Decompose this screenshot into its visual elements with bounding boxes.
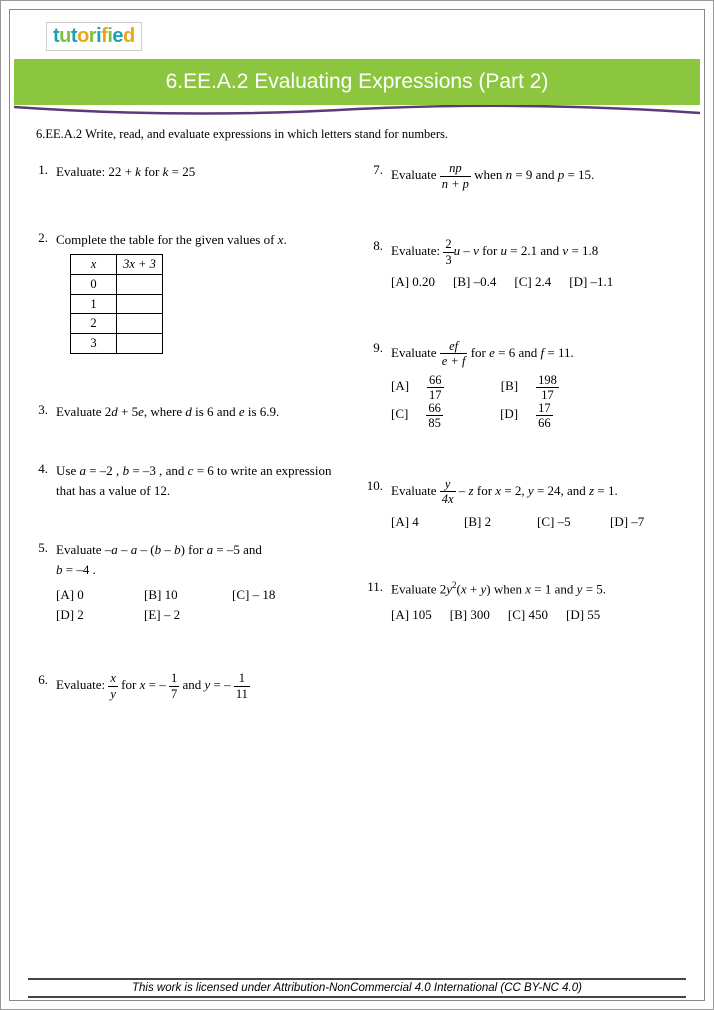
left-column: 1. Evaluate: 22 + k for k = 25 2. Comple…	[28, 162, 357, 740]
page-title: 6.EE.A.2 Evaluating Expressions (Part 2)	[14, 59, 700, 105]
question-2: 2. Complete the table for the given valu…	[28, 230, 351, 354]
license-footer: This work is licensed under Attribution-…	[28, 978, 686, 998]
question-8: 8. Evaluate: 23u – v for u = 2.1 and v =…	[363, 238, 686, 292]
logo: tutorified	[46, 22, 142, 51]
right-column: 7. Evaluate npn + p when n = 9 and p = 1…	[357, 162, 686, 740]
question-1: 1. Evaluate: 22 + k for k = 25	[28, 162, 351, 182]
question-3: 3. Evaluate 2d + 5e, where d is 6 and e …	[28, 402, 351, 422]
q2-table: x3x + 3 0 1 2 3	[70, 254, 163, 354]
question-7: 7. Evaluate npn + p when n = 9 and p = 1…	[363, 162, 686, 190]
question-11: 11. Evaluate 2y2(x + y) when x = 1 and y…	[363, 579, 686, 624]
question-6: 6. Evaluate: xy for x = – 17 and y = – 1…	[28, 672, 351, 700]
standard-text: 6.EE.A.2 Write, read, and evaluate expre…	[36, 127, 678, 142]
question-4: 4. Use a = –2 , b = –3 , and c = 6 to wr…	[28, 461, 351, 500]
question-9: 9. Evaluate efe + f for e = 6 and f = 11…	[363, 340, 686, 430]
question-10: 10. Evaluate y4x – z for x = 2, y = 24, …	[363, 478, 686, 532]
question-5: 5. Evaluate –a – a – (b – b) for a = –5 …	[28, 540, 351, 624]
divider-swoosh	[14, 105, 700, 119]
